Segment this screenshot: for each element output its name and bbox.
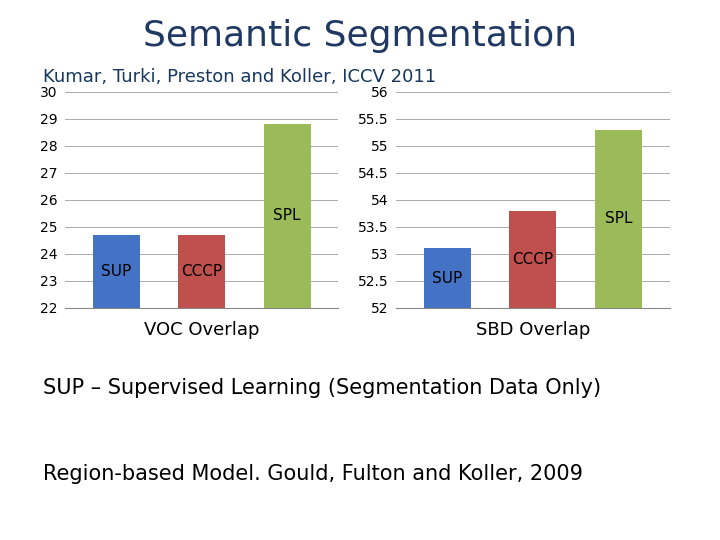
Text: Region-based Model. Gould, Fulton and Koller, 2009: Region-based Model. Gould, Fulton and Ko… [43,464,583,484]
Text: CCCP: CCCP [512,252,554,267]
Bar [424,248,471,540]
Bar [509,211,557,540]
Text: Semantic Segmentation: Semantic Segmentation [143,19,577,53]
Text: SPL: SPL [605,211,632,226]
Text: SUP – Supervised Learning (Segmentation Data Only): SUP – Supervised Learning (Segmentation … [43,378,601,398]
Text: SPL: SPL [274,208,301,224]
Text: VOC Overlap: VOC Overlap [144,321,259,339]
Text: SBD Overlap: SBD Overlap [476,321,590,339]
Bar [264,124,310,540]
Bar [595,130,642,540]
Text: Kumar, Turki, Preston and Koller, ICCV 2011: Kumar, Turki, Preston and Koller, ICCV 2… [43,68,436,85]
Text: SUP: SUP [432,271,462,286]
Text: CCCP: CCCP [181,264,222,279]
Bar [93,235,140,540]
Bar [178,235,225,540]
Text: SUP: SUP [101,264,131,279]
